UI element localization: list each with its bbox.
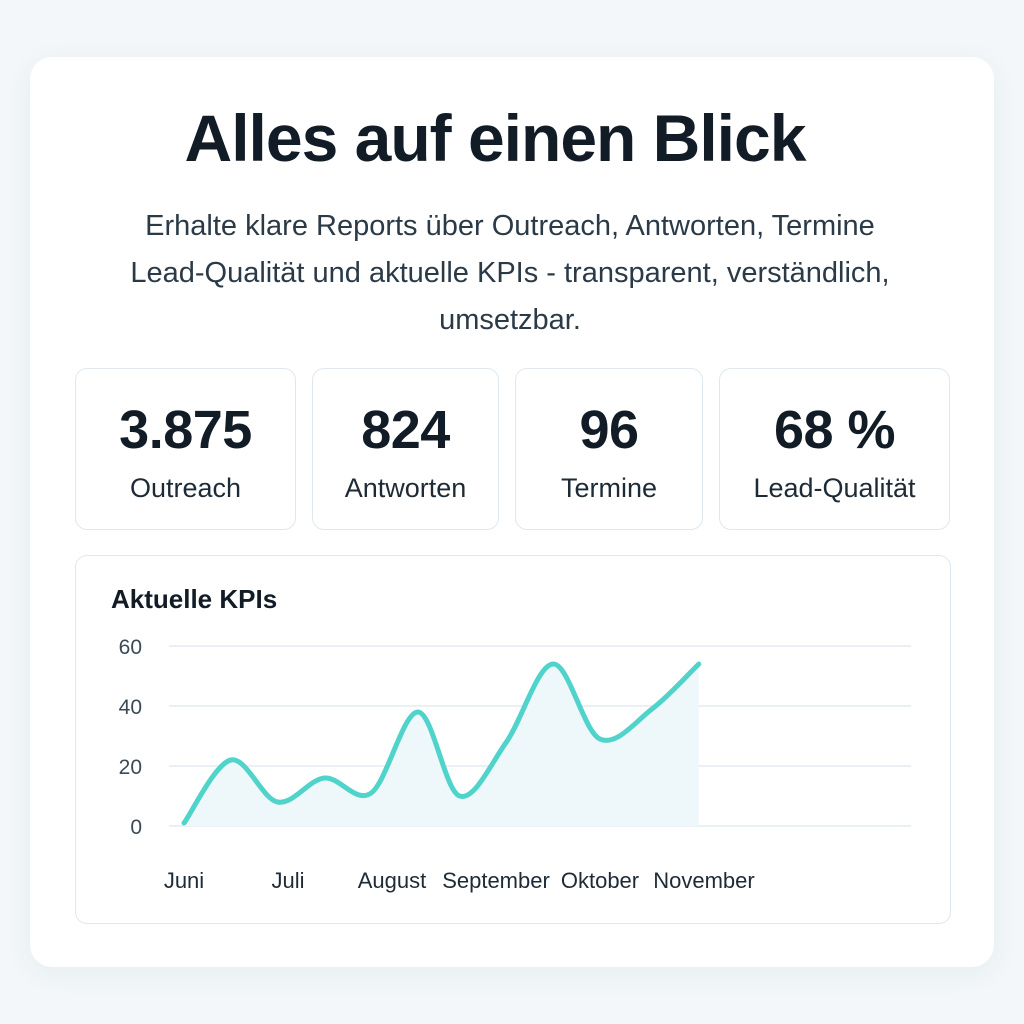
page-title: Alles auf einen Blick <box>184 101 807 175</box>
kpi-label: Termine <box>560 473 658 503</box>
kpi-card-termine: 96 Termine <box>515 368 703 530</box>
page-subtitle: Erhalte klare Reports über Outreach, Ant… <box>80 203 940 344</box>
kpi-value: 96 <box>579 400 639 460</box>
x-tick-label: Juni <box>164 868 204 893</box>
kpi-value: 824 <box>361 400 450 460</box>
kpi-card-antworten: 824 Antworten <box>312 368 499 530</box>
chart-title: Aktuelle KPIs <box>111 584 278 614</box>
y-tick-label: 0 <box>130 816 142 839</box>
kpi-label: Outreach <box>129 473 242 503</box>
kpi-label: Antworten <box>344 473 467 503</box>
kpi-card-lead-qualitaet: 68 % Lead-Qualität <box>719 368 950 530</box>
kpi-card-outreach: 3.875 Outreach <box>75 368 296 530</box>
series-area <box>184 663 699 826</box>
kpi-value: 3.875 <box>119 400 252 460</box>
kpi-line-chart: 0 20 40 60 Juni Juli August September Oktober Nov… <box>119 636 911 893</box>
x-tick-label: September <box>442 868 550 893</box>
x-tick-label: August <box>358 868 427 893</box>
subtitle-line: Erhalte klare Reports über Outreach, Ant… <box>145 210 875 242</box>
x-tick-label: Juli <box>271 868 304 893</box>
y-tick-label: 20 <box>119 756 142 779</box>
y-tick-label: 60 <box>119 636 142 659</box>
kpi-label: Lead-Qualität <box>753 473 916 503</box>
kpi-chart-card: Aktuelle KPIs 0 20 40 60 Juni Juli August Septe… <box>75 555 951 924</box>
subtitle-line: Lead-Qualität und aktuelle KPIs - transp… <box>130 257 890 289</box>
subtitle-line: umsetzbar. <box>439 304 581 336</box>
y-tick-label: 40 <box>119 696 142 719</box>
x-tick-label: November <box>653 868 754 893</box>
x-tick-label: Oktober <box>561 868 639 893</box>
kpi-value: 68 % <box>773 400 896 460</box>
series-line <box>181 661 702 826</box>
